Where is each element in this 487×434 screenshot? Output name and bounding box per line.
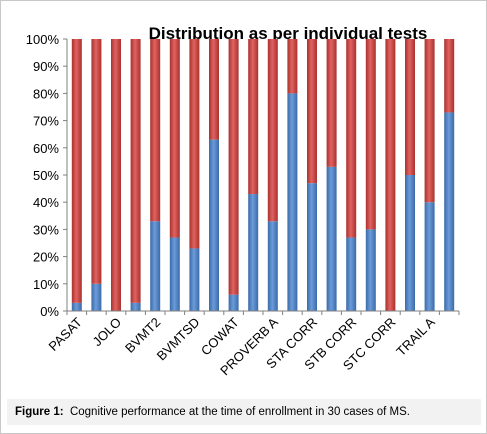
bar-series1	[91, 283, 102, 311]
y-tick-label: 20%	[33, 250, 59, 265]
bar-series1	[228, 294, 239, 311]
bar-series2	[444, 39, 455, 113]
bar-series1	[150, 221, 161, 311]
bar-series1	[130, 302, 141, 311]
bar-series1	[346, 237, 357, 311]
bar-series2	[346, 39, 357, 238]
bar-series2	[189, 39, 200, 249]
bar-series1	[287, 93, 298, 312]
bar-series2	[326, 39, 337, 167]
y-tick-label: 90%	[33, 59, 59, 74]
bar-series1	[444, 112, 455, 311]
y-tick-label: 80%	[33, 86, 59, 101]
y-tick-label: 30%	[33, 222, 59, 237]
bars-group	[71, 39, 455, 312]
bar-series2	[169, 39, 180, 238]
bar-series2	[248, 39, 259, 195]
bar-series1	[405, 175, 415, 311]
x-tick-label: PASAT	[46, 314, 85, 353]
bar-series1	[248, 194, 259, 311]
bar-series2	[209, 39, 219, 140]
bar-series2	[111, 39, 121, 311]
bar-series1	[71, 302, 82, 311]
bar-series1	[326, 166, 337, 311]
bar-series1	[307, 183, 317, 311]
bar-series2	[287, 39, 298, 94]
bar-series1	[169, 237, 180, 311]
stacked-bar-chart: Distribution as per individual tests 0% 1…	[26, 24, 460, 378]
bar-series2	[71, 39, 82, 303]
caption-text: Cognitive performance at the time of enr…	[69, 406, 411, 418]
bar-series2	[385, 39, 396, 311]
bar-series2	[150, 39, 161, 222]
bar-series1	[267, 221, 278, 311]
x-tick-label: TRAIL A	[393, 314, 438, 359]
bar-series2	[424, 39, 435, 203]
bar-series1	[424, 202, 435, 311]
chart-title: Distribution as per individual tests	[149, 24, 428, 43]
bar-series2	[228, 39, 239, 295]
y-tick-label: 70%	[33, 114, 59, 129]
bar-series1	[209, 139, 219, 311]
bar-series2	[405, 39, 415, 175]
bar-series2	[130, 39, 141, 303]
bar-series1	[189, 248, 200, 311]
x-tick-label: JOLO	[89, 315, 124, 350]
y-tick-label: 60%	[33, 141, 59, 156]
y-tick-label: 0%	[40, 304, 59, 319]
bar-series2	[91, 39, 102, 284]
y-tick-label: 100%	[26, 32, 60, 47]
figure-caption: Figure 1: Cognitive performance at the t…	[7, 399, 481, 425]
bar-series2	[267, 39, 278, 222]
y-axis: 0% 10% 20% 30% 40% 50% 60% 70% 80% 90% 100%	[26, 32, 68, 319]
y-tick-label: 10%	[33, 277, 59, 292]
bar-series2	[307, 39, 317, 184]
caption-label: Figure 1:	[15, 406, 64, 418]
bar-series1	[365, 229, 376, 311]
y-tick-label: 40%	[33, 195, 59, 210]
y-tick-label: 50%	[33, 168, 59, 183]
x-tick-label: BVMTSD	[154, 315, 203, 364]
bar-series2	[365, 39, 376, 230]
